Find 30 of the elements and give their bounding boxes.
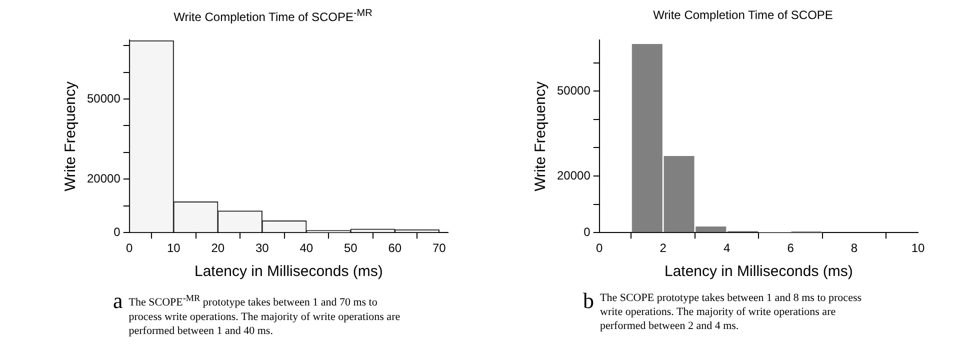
x-tick-label: 70: [432, 241, 446, 256]
x-tick-label: 10: [911, 241, 925, 256]
text: The SCOPE$^{-MR}$ prototype takes between 1 and 70 ms to process write operations. The majority of write operations are performed between 1 and 40 ms.: [128, 292, 402, 338]
chart-title: Write Completion Time of SCOPE: [652, 8, 834, 24]
x-tick-label: 2: [660, 241, 667, 256]
x-tick-label: 30: [255, 241, 270, 256]
y-tick-label: 0: [114, 224, 121, 239]
x-tick-label: 20: [211, 241, 225, 256]
x-tick-label: 50: [344, 241, 358, 256]
y-axis-title: Write Frequency: [62, 81, 80, 192]
chart-title: Write Completion Time of SCOPE$^{-MR}$: [172, 8, 374, 26]
x-axis-title: Latency in Milliseconds (ms): [194, 263, 383, 280]
y-tick-label: 20000: [556, 168, 591, 182]
y-tick-label: 50000: [556, 83, 591, 98]
y-tick-label: 50000: [86, 91, 121, 106]
y-axis-title: Write Frequency: [532, 81, 550, 192]
x-tick-label: 8: [850, 241, 858, 256]
x-tick-label: 40: [300, 241, 314, 256]
y-tick-label: 0: [584, 224, 591, 239]
x-tick-label: 10: [166, 241, 181, 256]
text: b: [583, 288, 594, 315]
x-axis-title: Latency in Milliseconds (ms): [664, 263, 853, 280]
x-tick-label: 60: [388, 241, 402, 256]
text: a: [113, 288, 123, 315]
x-tick-label: 0: [596, 241, 604, 256]
x-tick-label: 4: [723, 241, 730, 256]
x-tick-label: 0: [126, 241, 134, 256]
text: The SCOPE prototype takes between 1 and 8 ms to process write operations. The majority of write operations are performed between 2 and 4 ms.: [600, 291, 863, 333]
y-tick-label: 20000: [86, 171, 121, 186]
x-tick-label: 6: [787, 241, 794, 256]
